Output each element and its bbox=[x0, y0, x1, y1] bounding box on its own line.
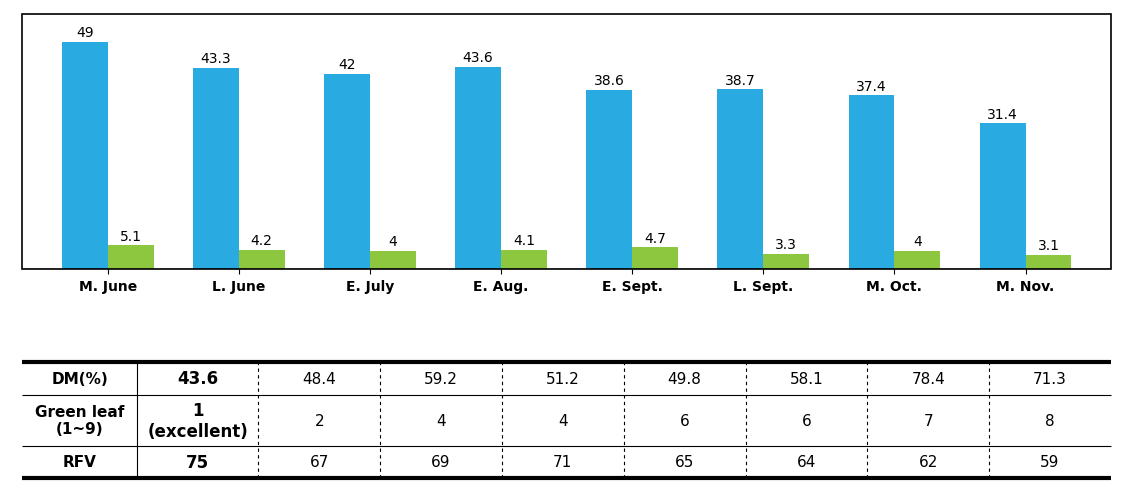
Text: 4.7: 4.7 bbox=[644, 231, 666, 245]
Text: 8: 8 bbox=[1045, 413, 1055, 428]
Bar bbox=[1026, 255, 1072, 269]
Text: 67: 67 bbox=[310, 454, 329, 469]
Text: RFV: RFV bbox=[63, 454, 96, 469]
Bar bbox=[980, 124, 1026, 269]
Text: 37.4: 37.4 bbox=[856, 80, 886, 94]
Text: 42: 42 bbox=[338, 58, 356, 72]
Text: 4.1: 4.1 bbox=[513, 234, 535, 248]
Text: DM(%): DM(%) bbox=[52, 371, 108, 386]
Bar bbox=[22, 15, 1111, 269]
Bar bbox=[62, 42, 108, 269]
Text: 59.2: 59.2 bbox=[424, 371, 458, 386]
Text: 4: 4 bbox=[913, 234, 922, 248]
Text: 3.1: 3.1 bbox=[1038, 239, 1059, 252]
Text: 2: 2 bbox=[314, 413, 324, 428]
Text: 64: 64 bbox=[797, 454, 816, 469]
Text: 65: 65 bbox=[675, 454, 695, 469]
Text: 43.3: 43.3 bbox=[201, 52, 231, 66]
Bar bbox=[763, 254, 809, 269]
Bar bbox=[632, 248, 678, 269]
Text: 49: 49 bbox=[76, 26, 93, 40]
Text: 6: 6 bbox=[801, 413, 811, 428]
Text: 4: 4 bbox=[558, 413, 568, 428]
Text: 4: 4 bbox=[436, 413, 445, 428]
Bar bbox=[108, 246, 154, 269]
Text: 71: 71 bbox=[553, 454, 572, 469]
Text: 4: 4 bbox=[388, 234, 397, 248]
Text: 48.4: 48.4 bbox=[303, 371, 337, 386]
Bar bbox=[324, 75, 370, 269]
Text: 78.4: 78.4 bbox=[911, 371, 945, 386]
Bar bbox=[239, 250, 285, 269]
Text: 62: 62 bbox=[919, 454, 938, 469]
Text: 7: 7 bbox=[923, 413, 934, 428]
Bar bbox=[848, 96, 894, 269]
Text: 5.1: 5.1 bbox=[120, 229, 141, 243]
Text: 4.2: 4.2 bbox=[251, 233, 273, 247]
Text: 71.3: 71.3 bbox=[1033, 371, 1067, 386]
Text: Green leaf
(1~9): Green leaf (1~9) bbox=[35, 404, 125, 436]
Text: 1
(excellent): 1 (excellent) bbox=[147, 401, 248, 440]
Text: 38.7: 38.7 bbox=[725, 74, 756, 87]
Text: 69: 69 bbox=[431, 454, 451, 469]
Text: 31.4: 31.4 bbox=[987, 107, 1018, 122]
Bar bbox=[456, 67, 502, 269]
Text: 38.6: 38.6 bbox=[594, 74, 625, 88]
Bar bbox=[502, 251, 546, 269]
Text: 43.6: 43.6 bbox=[177, 369, 218, 387]
Text: 58.1: 58.1 bbox=[790, 371, 824, 386]
Text: 51.2: 51.2 bbox=[546, 371, 580, 386]
Text: 6: 6 bbox=[680, 413, 690, 428]
Text: 75: 75 bbox=[186, 453, 209, 471]
Text: 49.8: 49.8 bbox=[668, 371, 701, 386]
Text: 43.6: 43.6 bbox=[462, 51, 494, 65]
Bar bbox=[193, 69, 239, 269]
Bar bbox=[894, 251, 940, 269]
Text: 3.3: 3.3 bbox=[775, 238, 798, 251]
Bar bbox=[717, 90, 763, 269]
Bar bbox=[370, 251, 416, 269]
Text: 59: 59 bbox=[1040, 454, 1059, 469]
Bar bbox=[587, 91, 632, 269]
